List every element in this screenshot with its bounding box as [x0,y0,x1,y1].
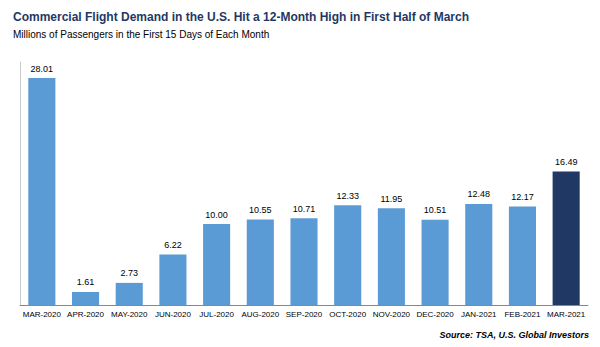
svg-text:10.71: 10.71 [293,204,316,214]
svg-text:1.61: 1.61 [77,277,95,287]
svg-text:12.48: 12.48 [468,189,491,199]
svg-text:10.51: 10.51 [424,205,447,215]
svg-text:12.33: 12.33 [336,191,359,201]
svg-text:Millions of Passengers in the: Millions of Passengers in the First 15 D… [13,29,269,40]
svg-text:11.95: 11.95 [380,194,402,204]
svg-text:JUL-2020: JUL-2020 [199,310,234,319]
svg-text:MAR-2020: MAR-2020 [23,310,62,319]
svg-text:10.55: 10.55 [249,205,272,215]
svg-text:SEP-2020: SEP-2020 [286,310,323,319]
svg-text:16.49: 16.49 [555,157,578,167]
svg-text:DEC-2020: DEC-2020 [416,310,454,319]
svg-text:JAN-2021: JAN-2021 [461,310,497,319]
svg-text:JUN-2020: JUN-2020 [155,310,192,319]
svg-text:MAR-2021: MAR-2021 [547,310,586,319]
svg-text:28.01: 28.01 [31,64,54,74]
svg-text:AUG-2020: AUG-2020 [241,310,279,319]
svg-text:MAY-2020: MAY-2020 [111,310,148,319]
svg-text:OCT-2020: OCT-2020 [329,310,366,319]
svg-text:12.17: 12.17 [511,192,534,202]
svg-text:2.73: 2.73 [120,268,138,278]
svg-text:APR-2020: APR-2020 [67,310,104,319]
svg-text:10.00: 10.00 [205,210,228,220]
svg-text:FEB-2021: FEB-2021 [504,310,541,319]
svg-text:Commercial Flight Demand in th: Commercial Flight Demand in the U.S. Hit… [13,10,469,24]
svg-text:Source: TSA, U.S. Global Inves: Source: TSA, U.S. Global Investors [439,330,589,340]
svg-text:6.22: 6.22 [164,240,182,250]
svg-text:NOV-2020: NOV-2020 [373,310,411,319]
